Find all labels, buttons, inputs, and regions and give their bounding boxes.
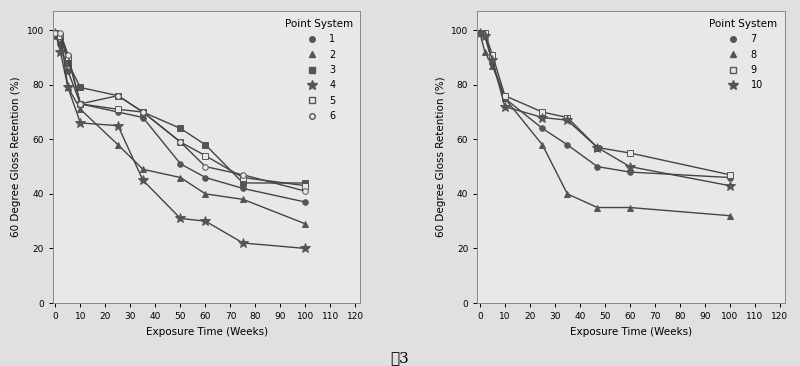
Legend: 7, 8, 9, 10: 7, 8, 9, 10: [706, 16, 780, 93]
Y-axis label: 60 Degree Gloss Retention (%): 60 Degree Gloss Retention (%): [435, 77, 446, 238]
X-axis label: Exposure Time (Weeks): Exposure Time (Weeks): [146, 326, 268, 337]
Y-axis label: 60 Degree Gloss Retention (%): 60 Degree Gloss Retention (%): [11, 77, 21, 238]
Legend: 1, 2, 3, 4, 5, 6: 1, 2, 3, 4, 5, 6: [282, 16, 356, 124]
X-axis label: Exposure Time (Weeks): Exposure Time (Weeks): [570, 326, 692, 337]
Text: 图3: 图3: [390, 351, 410, 365]
